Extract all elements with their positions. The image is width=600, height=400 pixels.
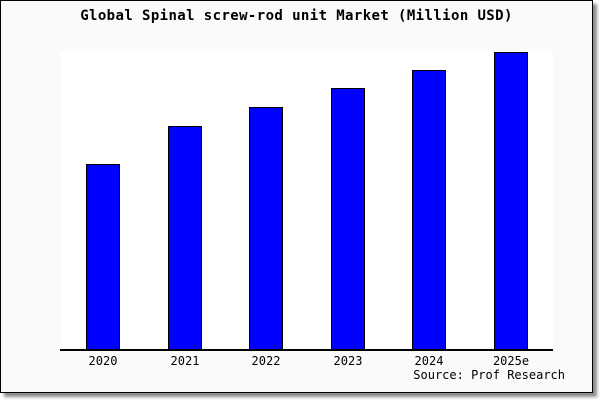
x-tick-2023: 2023 xyxy=(333,354,363,368)
x-tick-2024: 2024 xyxy=(414,354,444,368)
plot-area xyxy=(61,51,553,351)
x-tick-2022: 2022 xyxy=(251,354,281,368)
bar-2020 xyxy=(86,164,120,351)
x-axis-line xyxy=(60,349,553,351)
x-tick-2021: 2021 xyxy=(170,354,200,368)
bar-2022 xyxy=(249,107,283,351)
x-axis-labels: 2020 2021 2022 2023 2024 2025e xyxy=(1,354,592,370)
x-tick-2020: 2020 xyxy=(88,354,118,368)
x-tick-2025e: 2025e xyxy=(492,354,530,368)
source-note: Source: Prof Research xyxy=(413,368,565,382)
bar-2024 xyxy=(412,70,446,351)
bar-2025e xyxy=(494,52,528,351)
chart-title: Global Spinal screw-rod unit Market (Mil… xyxy=(80,8,513,24)
bar-2023 xyxy=(331,88,365,351)
chart-frame: Global Spinal screw-rod unit Market (Mil… xyxy=(0,0,593,393)
bar-2021 xyxy=(168,126,202,351)
